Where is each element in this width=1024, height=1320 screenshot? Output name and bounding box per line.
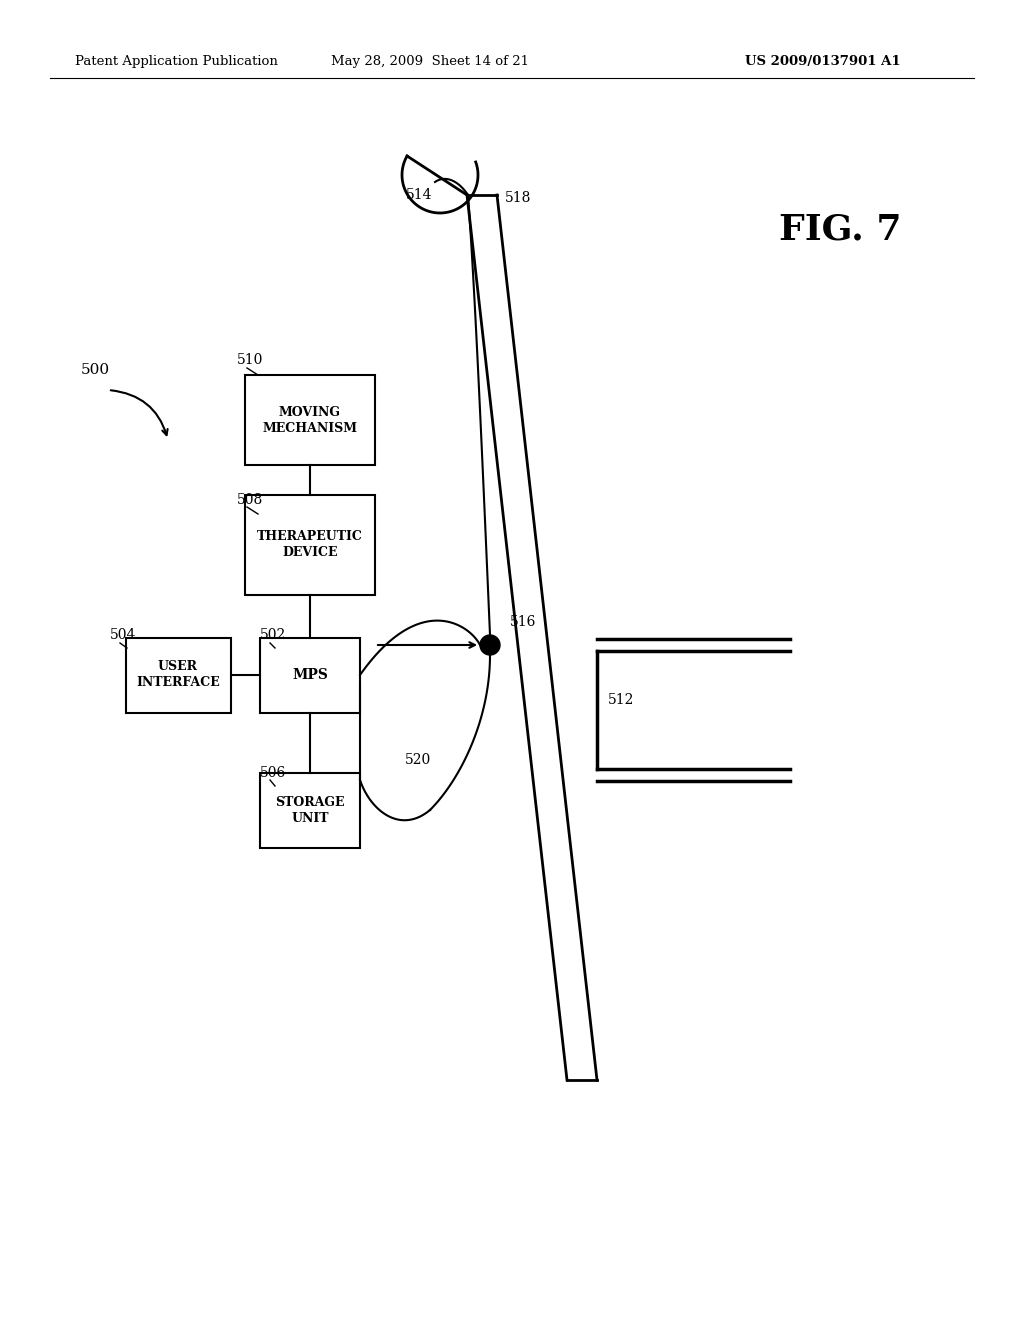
Text: 502: 502 (260, 628, 287, 642)
Text: THERAPEUTIC
DEVICE: THERAPEUTIC DEVICE (257, 531, 362, 560)
Text: STORAGE
UNIT: STORAGE UNIT (275, 796, 345, 825)
Text: 512: 512 (608, 693, 635, 708)
Circle shape (480, 635, 500, 655)
Text: MOVING
MECHANISM: MOVING MECHANISM (262, 405, 357, 434)
Text: 500: 500 (81, 363, 110, 378)
Bar (126, 638, 230, 713)
Text: 506: 506 (260, 766, 287, 780)
Text: 514: 514 (406, 187, 432, 202)
Text: 504: 504 (110, 628, 136, 642)
Bar (245, 495, 375, 595)
Text: 508: 508 (237, 492, 263, 507)
Text: 516: 516 (510, 615, 537, 630)
Text: May 28, 2009  Sheet 14 of 21: May 28, 2009 Sheet 14 of 21 (331, 55, 529, 69)
Text: Patent Application Publication: Patent Application Publication (75, 55, 278, 69)
Text: FIG. 7: FIG. 7 (778, 213, 901, 247)
Bar (260, 638, 360, 713)
Text: MPS: MPS (292, 668, 328, 682)
Text: 520: 520 (406, 752, 431, 767)
Text: 518: 518 (505, 191, 531, 205)
Text: US 2009/0137901 A1: US 2009/0137901 A1 (745, 55, 901, 69)
Bar (245, 375, 375, 465)
Text: 510: 510 (237, 352, 263, 367)
Text: USER
INTERFACE: USER INTERFACE (136, 660, 220, 689)
Bar (260, 772, 360, 847)
